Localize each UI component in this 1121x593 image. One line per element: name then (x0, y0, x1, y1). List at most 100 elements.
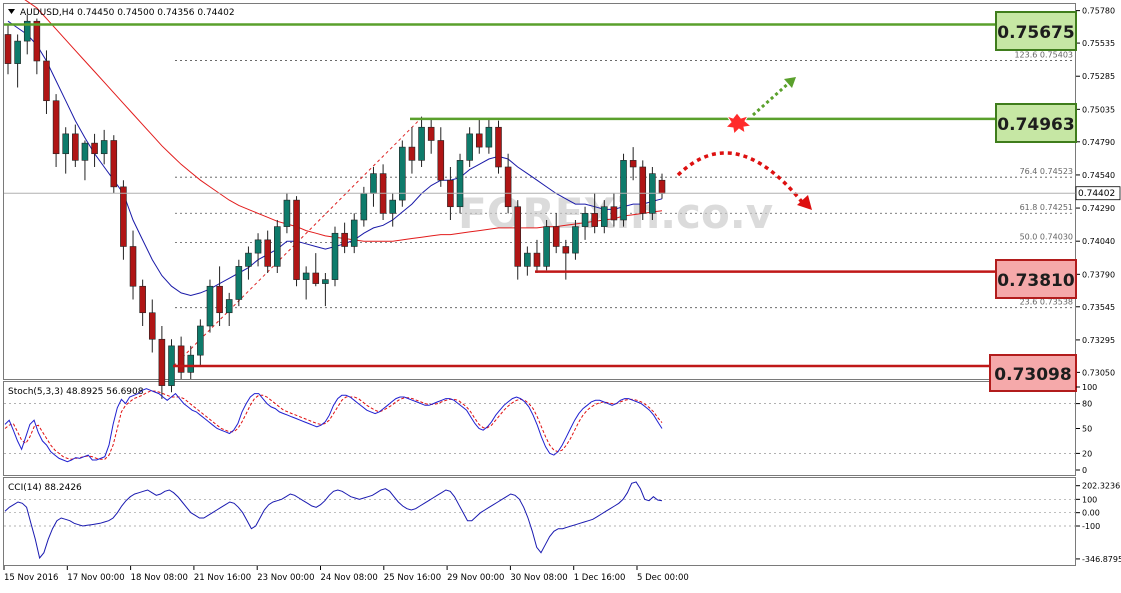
candle-body (129, 246, 137, 287)
candle-body (639, 166, 647, 214)
current-price-box (1075, 186, 1121, 201)
candle-body (533, 252, 541, 267)
candle-bearish (475, 119, 483, 154)
candle-body (4, 34, 12, 64)
candle-bullish (485, 117, 493, 154)
candle-bearish (312, 253, 320, 287)
candle-body (514, 206, 522, 267)
candle-bearish (139, 279, 146, 326)
candle-bullish (274, 219, 281, 273)
candle-bullish (572, 219, 579, 260)
candle-body (158, 338, 166, 386)
candle-bullish (581, 206, 589, 240)
price-tick-label: 0.75535 (1082, 39, 1115, 48)
price-tick-label: 0.74790 (1082, 138, 1115, 147)
resistance-badge-2: 0.74963 (995, 103, 1077, 143)
bearish-arrow-head (797, 195, 812, 210)
candle-bearish (72, 124, 79, 167)
candle-bearish (552, 213, 560, 254)
stoch-main-line (4, 388, 663, 463)
candle-body (187, 354, 195, 373)
time-tick-label: 21 Nov 16:00 (194, 573, 251, 583)
candle-body (206, 285, 214, 327)
candle-body (254, 239, 262, 254)
candle-body (437, 140, 445, 181)
candle-body (341, 232, 348, 247)
time-tick-label: 18 Nov 08:00 (131, 573, 188, 583)
candle-body (629, 160, 637, 168)
candle-body (456, 160, 464, 208)
cci-tick-label: 100 (1082, 495, 1097, 504)
candle-body (562, 246, 570, 254)
candle-body (610, 206, 618, 221)
candle-body (360, 193, 368, 221)
price-tick-label: 0.75285 (1082, 72, 1115, 81)
candle-bearish (610, 193, 618, 227)
candle-bullish (14, 34, 21, 88)
price-tick-label: 0.74540 (1082, 171, 1115, 180)
candle-body (572, 226, 579, 254)
time-tick-label: 5 Dec 00:00 (637, 573, 689, 583)
stoch-panel-frame (3, 381, 1076, 476)
resistance-1-label: 0.75675 (997, 23, 1074, 43)
candle-bearish (427, 119, 435, 154)
candle-body (72, 133, 79, 161)
cci-header: CCI(14) 88.2426 (8, 483, 82, 493)
candle-bearish (177, 336, 185, 379)
stoch-tick-label: 0 (1082, 466, 1087, 475)
price-tick-label: 0.74040 (1082, 237, 1115, 246)
candle-body (466, 133, 473, 161)
price-axis: 0.75780 0.75535 0.75285 0.75035 0.74790 0.745… (1076, 7, 1115, 377)
candle-bullish (81, 140, 89, 181)
triangle-down-icon[interactable] (8, 9, 15, 14)
candle-body (350, 219, 358, 247)
resistance-badge-1: 0.75675 (995, 11, 1077, 51)
candle-body (120, 186, 127, 247)
candle-bullish (206, 279, 214, 333)
candle-bullish (100, 129, 108, 165)
candle-bullish (620, 153, 627, 227)
candle-bullish (283, 193, 291, 234)
candle-bullish (418, 116, 425, 167)
cci-tick-label: -100 (1082, 522, 1100, 531)
candle-bearish (120, 180, 127, 260)
bullish-arrow (752, 80, 791, 117)
stoch-tick-label: 100 (1082, 383, 1097, 392)
candle-bullish (254, 233, 262, 267)
candle-bearish (437, 127, 445, 187)
cci-tick-label: 202.3236 (1082, 482, 1120, 491)
candle-bearish (591, 193, 598, 234)
time-tick-label: 15 Nov 2016 (4, 573, 58, 583)
candle-bearish (129, 230, 137, 300)
candle-body (274, 226, 281, 267)
candle-bearish (293, 196, 300, 287)
price-tick-label: 0.73790 (1082, 270, 1115, 279)
candle-body (139, 285, 146, 314)
candle-bullish (543, 219, 550, 271)
candle-bearish (216, 266, 223, 326)
candle-bullish (331, 226, 339, 287)
candle-bullish (62, 127, 69, 174)
candle-body (399, 146, 406, 201)
candle-body (302, 272, 310, 280)
candle-body (591, 213, 598, 227)
candle-body (148, 312, 156, 340)
time-tick-label: 29 Nov 00:00 (447, 573, 504, 583)
candle-body (552, 226, 560, 247)
candle-body (370, 173, 377, 194)
time-tick-label: 1 Dec 16:00 (574, 573, 626, 583)
candle-bearish (379, 164, 387, 220)
cci-tick-label: -346.8795 (1082, 555, 1121, 564)
symbol-header: AUDUSD,H4 0.74450 0.74500 0.74356 0.7440… (20, 8, 235, 18)
candle-body (245, 252, 252, 267)
price-tick-label: 0.75035 (1082, 105, 1115, 114)
fib-level-label: 61.8 0.74251 (1020, 203, 1073, 212)
candle-bearish (33, 18, 41, 75)
candle-body (283, 199, 291, 227)
candle-body (100, 140, 108, 155)
price-tick-label: 0.73295 (1082, 336, 1115, 345)
candle-bullish (370, 166, 377, 207)
time-tick-label: 24 Nov 08:00 (321, 573, 378, 583)
candle-bearish (514, 200, 522, 280)
